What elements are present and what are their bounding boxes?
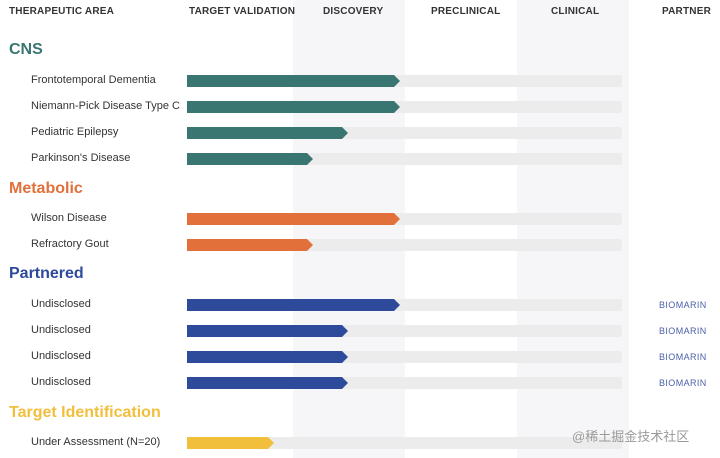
progress-bar	[187, 437, 274, 449]
progress-arrow-icon	[342, 377, 348, 389]
progress-bar	[187, 299, 400, 311]
discovery-column-shade	[293, 0, 405, 458]
program-label: Niemann-Pick Disease Type C	[31, 100, 180, 112]
clinical-column-shade	[517, 0, 629, 458]
progress-bar	[187, 325, 348, 337]
progress-bar	[187, 351, 348, 363]
progress-track	[187, 75, 622, 87]
progress-arrow-icon	[394, 75, 400, 87]
progress-bar	[187, 75, 400, 87]
program-label: Undisclosed	[31, 298, 91, 310]
program-label: Pediatric Epilepsy	[31, 126, 119, 138]
progress-bar	[187, 213, 400, 225]
header-clinical: CLINICAL	[551, 6, 600, 17]
progress-track	[187, 437, 622, 449]
program-label: Frontotemporal Dementia	[31, 74, 156, 86]
progress-bar	[187, 239, 313, 251]
progress-arrow-icon	[342, 325, 348, 337]
program-label: Refractory Gout	[31, 238, 109, 250]
progress-track	[187, 351, 622, 363]
partner-logo: BIOMARIN	[659, 378, 707, 388]
program-label: Under Assessment (N=20)	[31, 436, 161, 448]
progress-arrow-icon	[394, 299, 400, 311]
program-label: Undisclosed	[31, 376, 91, 388]
progress-bar	[187, 127, 348, 139]
program-label: Undisclosed	[31, 350, 91, 362]
progress-bar	[187, 153, 313, 165]
header-partner: PARTNER	[662, 6, 711, 17]
progress-arrow-icon	[394, 101, 400, 113]
progress-arrow-icon	[268, 437, 274, 449]
header-target-validation: TARGET VALIDATION	[189, 6, 296, 17]
progress-arrow-icon	[342, 351, 348, 363]
progress-track	[187, 127, 622, 139]
partner-logo: BIOMARIN	[659, 352, 707, 362]
progress-track	[187, 101, 622, 113]
progress-track	[187, 153, 622, 165]
progress-arrow-icon	[394, 213, 400, 225]
progress-arrow-icon	[342, 127, 348, 139]
section-title: Target Identification	[9, 404, 161, 421]
section-title: CNS	[9, 41, 43, 58]
partner-logo: BIOMARIN	[659, 326, 707, 336]
progress-track	[187, 213, 622, 225]
header-preclinical: PRECLINICAL	[431, 6, 501, 17]
section-title: Partnered	[9, 265, 84, 282]
section-title: Metabolic	[9, 180, 83, 197]
progress-arrow-icon	[307, 239, 313, 251]
header-therapeutic-area: THERAPEUTIC AREA	[9, 6, 115, 17]
program-label: Undisclosed	[31, 324, 91, 336]
progress-track	[187, 299, 622, 311]
progress-bar	[187, 101, 400, 113]
progress-arrow-icon	[307, 153, 313, 165]
progress-track	[187, 239, 622, 251]
watermark: @稀土掘金技术社区	[572, 429, 690, 444]
program-label: Wilson Disease	[31, 212, 107, 224]
partner-logo: BIOMARIN	[659, 300, 707, 310]
program-label: Parkinson's Disease	[31, 152, 131, 164]
header-discovery: DISCOVERY	[323, 6, 384, 17]
progress-track	[187, 377, 622, 389]
progress-bar	[187, 377, 348, 389]
progress-track	[187, 325, 622, 337]
